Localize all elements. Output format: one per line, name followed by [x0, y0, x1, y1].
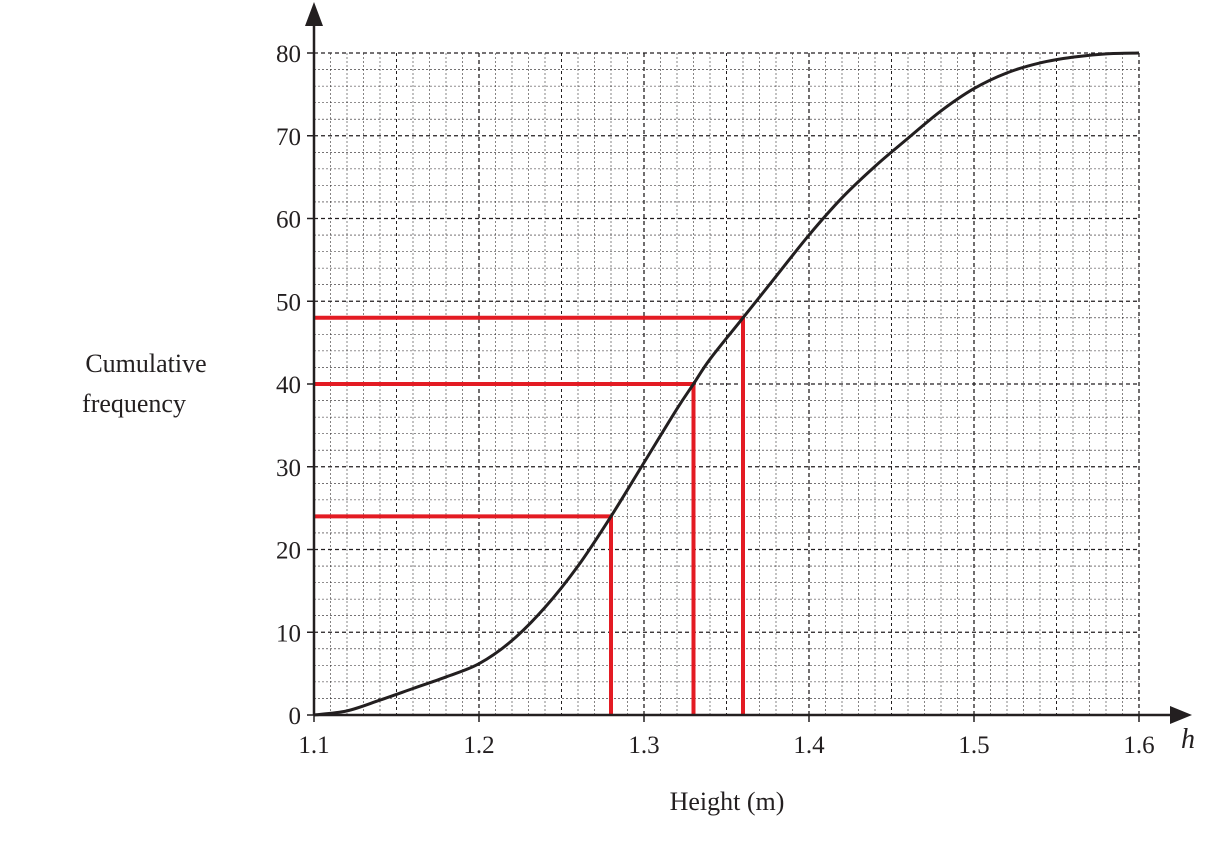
- axes: [305, 2, 1192, 724]
- y-tick-label: 40: [276, 372, 301, 399]
- y-tick-label: 80: [276, 41, 301, 68]
- x-tick-label: 1.3: [628, 732, 659, 759]
- reading-lines: [314, 315, 745, 715]
- y-tick-label: 70: [276, 124, 301, 151]
- x-tick-label: 1.4: [793, 732, 825, 759]
- x-axis-arrow: [1170, 706, 1192, 724]
- x-tick-label: 1.2: [463, 732, 494, 759]
- x-variable-label: h: [1181, 724, 1195, 755]
- x-tick-label: 1.5: [958, 732, 989, 759]
- x-axis-label: Height (m): [670, 787, 785, 816]
- x-tick-label: 1.6: [1123, 732, 1154, 759]
- y-tick-label: 20: [276, 538, 301, 565]
- x-tick-label: 1.1: [298, 732, 329, 759]
- cumulative-frequency-curve: [313, 51, 1140, 717]
- y-tick-label: 0: [289, 703, 302, 730]
- y-axis-label-line-2: frequency: [82, 389, 186, 418]
- y-tick-label: 30: [276, 455, 301, 482]
- y-tick-labels: 0 10 20 30 40 50 60 70 80: [276, 41, 314, 730]
- y-axis-arrow: [305, 2, 323, 26]
- minor-grid: [314, 53, 1139, 715]
- y-axis-label-line-1: Cumulative: [85, 349, 206, 378]
- y-tick-label: 50: [276, 289, 301, 316]
- x-tick-labels: 1.1 1.2 1.3 1.4 1.5 1.6: [298, 715, 1155, 759]
- y-tick-label: 10: [276, 620, 301, 647]
- y-tick-label: 60: [276, 207, 301, 234]
